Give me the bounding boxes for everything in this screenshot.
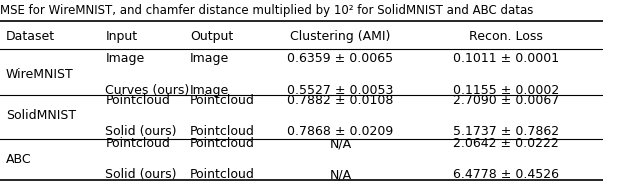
Text: 2.7090 ± 0.0067: 2.7090 ± 0.0067 [453,94,559,107]
Text: 0.1011 ± 0.0001: 0.1011 ± 0.0001 [453,52,559,65]
Text: Image: Image [190,84,229,97]
Text: Pointcloud: Pointcloud [190,137,255,150]
Text: 0.1155 ± 0.0002: 0.1155 ± 0.0002 [453,84,559,97]
Text: 6.4778 ± 0.4526: 6.4778 ± 0.4526 [453,168,559,181]
Text: 2.0642 ± 0.0222: 2.0642 ± 0.0222 [453,137,559,150]
Text: 0.7882 ± 0.0108: 0.7882 ± 0.0108 [287,94,394,107]
Text: 0.7868 ± 0.0209: 0.7868 ± 0.0209 [287,125,394,138]
Text: Pointcloud: Pointcloud [190,168,255,181]
Text: SolidMNIST: SolidMNIST [6,109,76,122]
Text: 0.6359 ± 0.0065: 0.6359 ± 0.0065 [287,52,394,65]
Text: Pointcloud: Pointcloud [106,137,170,150]
Text: Solid (ours): Solid (ours) [106,125,177,138]
Text: Image: Image [106,52,145,65]
Text: Pointcloud: Pointcloud [190,94,255,107]
Text: Curves (ours): Curves (ours) [106,84,189,97]
Text: Recon. Loss: Recon. Loss [469,30,543,43]
Text: ABC: ABC [6,153,31,166]
Text: Pointcloud: Pointcloud [190,125,255,138]
Text: Output: Output [190,30,233,43]
Text: 5.1737 ± 0.7862: 5.1737 ± 0.7862 [453,125,559,138]
Text: Solid (ours): Solid (ours) [106,168,177,181]
Text: Pointcloud: Pointcloud [106,94,170,107]
Text: MSE for WireMNIST, and chamfer distance multiplied by 10² for SolidMNIST and ABC: MSE for WireMNIST, and chamfer distance … [0,4,533,17]
Text: N/A: N/A [330,168,351,181]
Text: Input: Input [106,30,138,43]
Text: WireMNIST: WireMNIST [6,68,74,81]
Text: 0.5527 ± 0.0053: 0.5527 ± 0.0053 [287,84,394,97]
Text: Clustering (AMI): Clustering (AMI) [291,30,390,43]
Text: N/A: N/A [330,137,351,150]
Text: Dataset: Dataset [6,30,55,43]
Text: Image: Image [190,52,229,65]
